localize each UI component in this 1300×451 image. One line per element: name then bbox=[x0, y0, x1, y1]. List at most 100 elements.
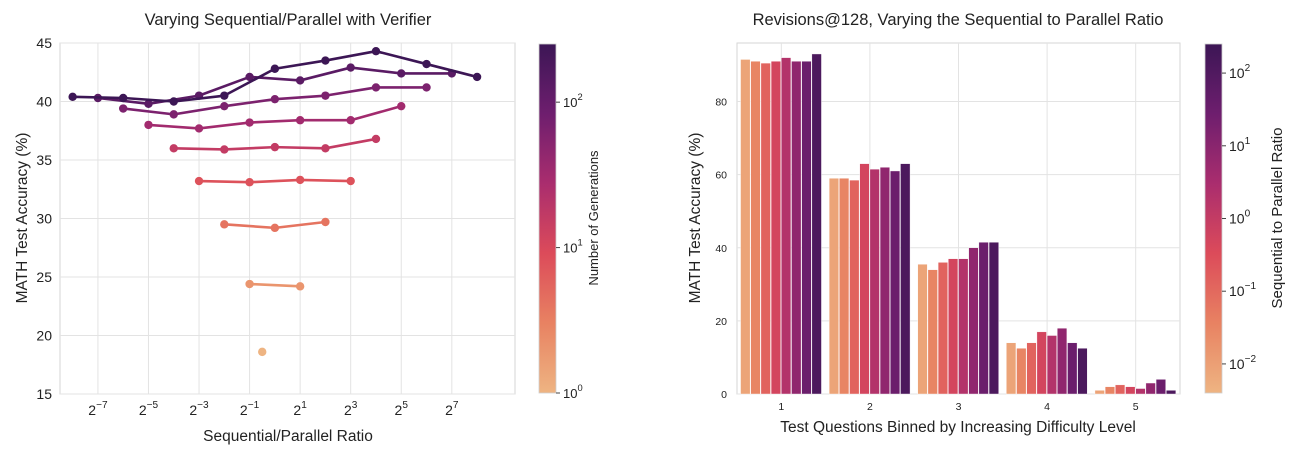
left-x-tick-label: 23 bbox=[344, 400, 358, 418]
left-x-tick-label: 25 bbox=[395, 400, 409, 418]
left-data-point bbox=[220, 145, 229, 154]
right-x-tick-label: 2 bbox=[867, 401, 873, 413]
left-data-point bbox=[472, 72, 482, 82]
right-bar bbox=[890, 170, 901, 395]
right-bar-group-1 bbox=[740, 53, 822, 395]
left-y-tick-label: 25 bbox=[36, 269, 52, 285]
right-bar bbox=[937, 262, 948, 395]
right-bar bbox=[1094, 390, 1105, 395]
left-series-gen-0 bbox=[258, 347, 267, 357]
left-y-tick-label: 30 bbox=[36, 211, 52, 227]
left-series-group bbox=[68, 46, 482, 357]
right-bar bbox=[750, 61, 761, 395]
left-data-point bbox=[194, 124, 204, 133]
right-bar bbox=[1125, 386, 1136, 395]
left-data-point bbox=[169, 97, 178, 106]
right-colorbar-tick-label: 101 bbox=[1229, 136, 1251, 154]
left-data-point bbox=[144, 120, 153, 130]
left-data-point bbox=[346, 116, 355, 125]
left-y-tick-label: 45 bbox=[36, 35, 52, 51]
left-data-point bbox=[397, 69, 406, 78]
left-x-tick-label: 2−3 bbox=[189, 400, 209, 418]
left-data-point bbox=[346, 63, 355, 72]
left-data-point bbox=[295, 116, 305, 125]
left-x-ticks: 2−7 2−5 2−3 2−1 21 23 25 27 bbox=[88, 400, 459, 418]
right-bar bbox=[869, 168, 880, 395]
right-bar bbox=[1046, 335, 1057, 395]
left-series-gen-7 bbox=[93, 63, 457, 109]
right-colorbar-tick-label: 102 bbox=[1229, 63, 1251, 81]
right-bar bbox=[849, 179, 860, 395]
right-y-tick-label: 40 bbox=[715, 243, 727, 255]
left-data-point bbox=[245, 279, 254, 289]
right-bar bbox=[917, 264, 928, 395]
left-data-point bbox=[118, 93, 128, 103]
left-x-tick-label: 21 bbox=[293, 400, 307, 418]
left-x-tick-label: 27 bbox=[445, 400, 459, 418]
right-colorbar-label: Sequential to Parallel Ratio bbox=[1269, 128, 1286, 309]
right-bar bbox=[760, 62, 771, 395]
right-bar bbox=[1006, 342, 1017, 395]
right-bar bbox=[927, 269, 938, 395]
left-data-point bbox=[321, 144, 330, 153]
left-series-gen-8 bbox=[68, 46, 482, 106]
right-chart: Revisions@128, Varying the Sequential to… bbox=[687, 11, 1286, 436]
right-bar bbox=[1145, 382, 1156, 395]
left-y-ticks: 15 20 25 30 35 40 45 bbox=[36, 35, 52, 402]
left-data-point bbox=[245, 178, 254, 187]
right-bar bbox=[1077, 348, 1088, 395]
left-data-point bbox=[321, 91, 330, 100]
right-bar bbox=[900, 163, 911, 395]
right-x-tick-label: 3 bbox=[956, 401, 962, 413]
right-bar bbox=[1135, 388, 1146, 395]
left-series-line bbox=[249, 282, 301, 288]
right-bar bbox=[1115, 384, 1126, 395]
left-series-line bbox=[72, 49, 478, 103]
right-bar bbox=[791, 61, 802, 395]
right-colorbar-tick-label: 10−2 bbox=[1229, 354, 1256, 372]
right-bar bbox=[1057, 327, 1068, 395]
left-data-point bbox=[245, 118, 254, 127]
right-bar-group-4 bbox=[1006, 327, 1088, 395]
right-colorbar-ticks: 10−2 10−1 100 101 102 bbox=[1222, 63, 1256, 372]
left-data-point bbox=[397, 101, 406, 111]
left-data-point bbox=[422, 59, 431, 69]
left-data-point bbox=[169, 144, 178, 153]
left-data-point bbox=[118, 104, 128, 113]
left-colorbar-ticks: 100 101 102 bbox=[556, 92, 583, 401]
right-x-tick-label: 1 bbox=[778, 401, 784, 413]
left-chart: Varying Sequential/Parallel with Verifie… bbox=[14, 11, 601, 445]
right-colorbar-tick-label: 10−1 bbox=[1229, 281, 1256, 299]
right-colorbar-tick-label: 100 bbox=[1229, 209, 1251, 227]
left-data-point bbox=[321, 217, 330, 227]
left-data-point bbox=[220, 101, 229, 111]
left-y-axis-label: MATH Test Accuracy (%) bbox=[14, 133, 31, 304]
left-data-point bbox=[245, 72, 254, 82]
left-data-point bbox=[295, 175, 305, 185]
right-bar-group-5 bbox=[1094, 379, 1177, 395]
left-x-tick-label: 2−5 bbox=[139, 400, 159, 418]
left-data-point bbox=[371, 83, 381, 92]
right-bar bbox=[1155, 379, 1166, 395]
right-bar bbox=[740, 59, 751, 395]
left-x-axis-label: Sequential/Parallel Ratio bbox=[203, 428, 373, 445]
right-bar bbox=[828, 178, 839, 395]
left-y-tick-label: 20 bbox=[36, 328, 52, 344]
right-bar-group-3 bbox=[917, 242, 999, 395]
left-data-point bbox=[295, 282, 305, 291]
left-chart-title: Varying Sequential/Parallel with Verifie… bbox=[145, 11, 432, 29]
right-y-ticks: 0 20 40 60 80 bbox=[715, 97, 727, 402]
left-series-line bbox=[198, 178, 351, 184]
right-bar bbox=[988, 242, 999, 395]
right-y-tick-label: 20 bbox=[715, 316, 727, 328]
right-bar bbox=[978, 242, 989, 395]
left-data-point bbox=[194, 176, 204, 186]
left-series-gen-5 bbox=[144, 101, 406, 133]
left-colorbar bbox=[538, 43, 557, 394]
left-data-point bbox=[371, 134, 381, 144]
right-chart-title: Revisions@128, Varying the Sequential to… bbox=[753, 11, 1164, 29]
left-grid bbox=[60, 42, 515, 395]
right-bar bbox=[1026, 342, 1037, 395]
left-series-gen-2 bbox=[220, 217, 330, 233]
